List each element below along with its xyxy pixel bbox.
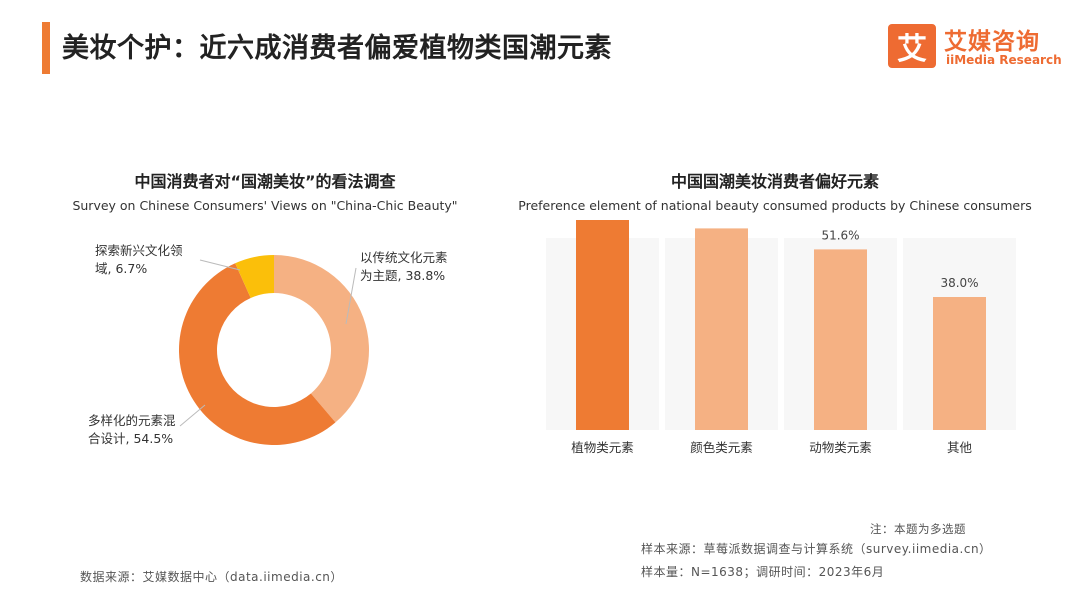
page-title: 美妆个护：近六成消费者偏爱植物类国潮元素 — [62, 33, 612, 64]
logo-chinese-text: 艾媒咨询 — [944, 29, 1040, 55]
slice-label: 多样化的元素混 — [88, 413, 176, 428]
bar-value-label: 51.6% — [821, 228, 859, 242]
bar — [576, 220, 629, 430]
slice-label: 以传统文化元素 — [360, 250, 448, 265]
bar — [933, 297, 986, 430]
bar-value-label: 57.6% — [702, 220, 740, 221]
category-label: 植物类元素 — [571, 440, 634, 455]
title-accent-bar — [42, 22, 50, 74]
leader-line — [199, 259, 241, 271]
logo-mark-icon: 艾 — [888, 24, 936, 68]
bar-value-label: 38.0% — [940, 276, 978, 290]
category-label: 其他 — [947, 440, 973, 455]
bar-chart-title: 中国国潮美妆消费者偏好元素 — [670, 172, 880, 191]
bar — [814, 249, 867, 430]
iimedia-logo: 艾 艾媒咨询 iiMedia Research — [888, 24, 1062, 72]
slice-label: 探索新兴文化领 — [95, 243, 183, 258]
donut-chart-title: 中国消费者对“国潮美妆”的看法调查 — [134, 172, 396, 191]
category-label: 动物类元素 — [809, 440, 872, 455]
slice-label: 为主题, 38.8% — [360, 268, 445, 283]
sample-source: 样本来源：草莓派数据调查与计算系统（survey.iimedia.cn） — [641, 542, 992, 556]
category-label: 颜色类元素 — [690, 440, 753, 455]
donut-slice — [274, 255, 369, 423]
sample-size: 样本量：N=1638；调研时间：2023年6月 — [641, 565, 885, 579]
leader-line — [179, 404, 206, 427]
donut-slice — [179, 263, 336, 445]
data-source: 数据来源：艾媒数据中心（data.iimedia.cn） — [80, 570, 343, 584]
bar — [695, 228, 748, 430]
donut-chart-subtitle: Survey on Chinese Consumers' Views on "C… — [72, 198, 458, 213]
donut-slice — [235, 255, 274, 298]
leader-line — [345, 267, 357, 325]
slice-label: 域, 6.7% — [95, 261, 147, 276]
multi-select-note: 注：本题为多选题 — [870, 522, 966, 536]
bar-chart-subtitle: Preference element of national beauty co… — [518, 198, 1032, 213]
slice-label: 合设计, 54.5% — [88, 431, 173, 446]
logo-english-text: iiMedia Research — [946, 53, 1062, 67]
